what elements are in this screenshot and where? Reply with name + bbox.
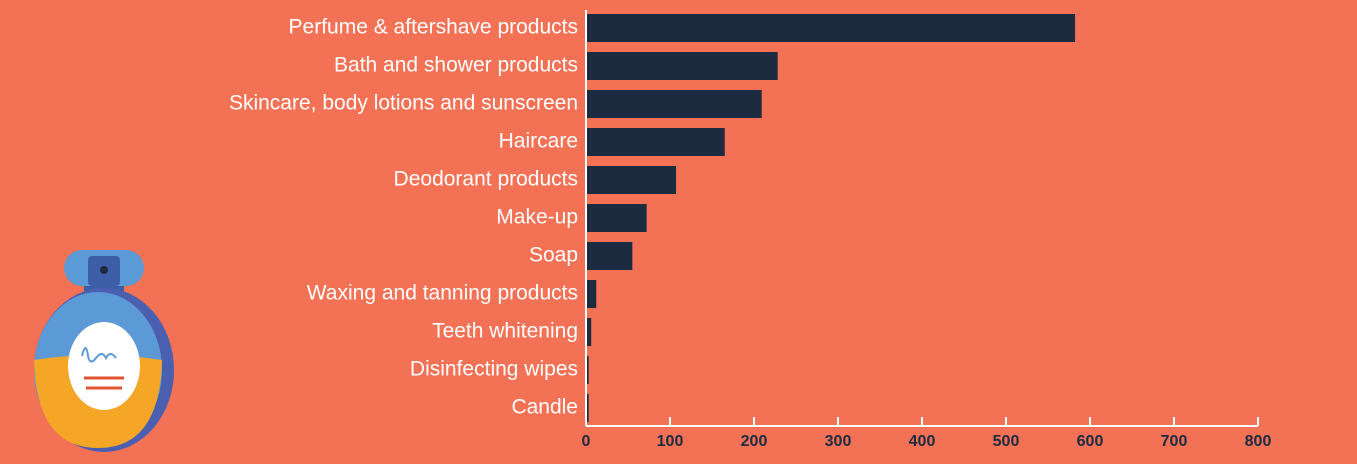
bar: [587, 356, 589, 384]
bar: [587, 394, 589, 422]
perfume-icon: [34, 250, 174, 452]
x-tick-label: 200: [741, 433, 768, 450]
x-tick-label: 300: [825, 433, 852, 450]
x-tick-label: 0: [582, 433, 591, 450]
bar: [587, 14, 1076, 42]
x-tick-label: 600: [1077, 433, 1104, 450]
bar: [587, 90, 762, 118]
bar: [587, 166, 677, 194]
x-tick-label: 100: [657, 433, 684, 450]
bar: [587, 204, 647, 232]
bar: [587, 128, 725, 156]
y-tick-label: Soap: [529, 244, 578, 267]
y-tick-label: Disinfecting wipes: [410, 358, 578, 381]
bar: [587, 52, 778, 80]
bar: [587, 242, 633, 270]
y-tick-label: Perfume & aftershave products: [289, 16, 578, 39]
y-tick-label: Haircare: [499, 130, 578, 153]
x-tick-label: 500: [993, 433, 1020, 450]
bar: [587, 280, 597, 308]
y-tick-label: Teeth whitening: [432, 320, 578, 343]
y-tick-label: Deodorant products: [394, 168, 578, 191]
y-tick-label: Bath and shower products: [334, 54, 578, 77]
y-tick-label: Skincare, body lotions and sunscreen: [229, 92, 578, 115]
bar: [587, 318, 592, 346]
x-tick-label: 400: [909, 433, 936, 450]
y-tick-label: Waxing and tanning products: [307, 282, 578, 305]
x-tick-label: 700: [1161, 433, 1188, 450]
y-tick-label: Candle: [511, 396, 578, 419]
x-tick-label: 800: [1245, 433, 1272, 450]
y-tick-label: Make-up: [496, 206, 578, 229]
